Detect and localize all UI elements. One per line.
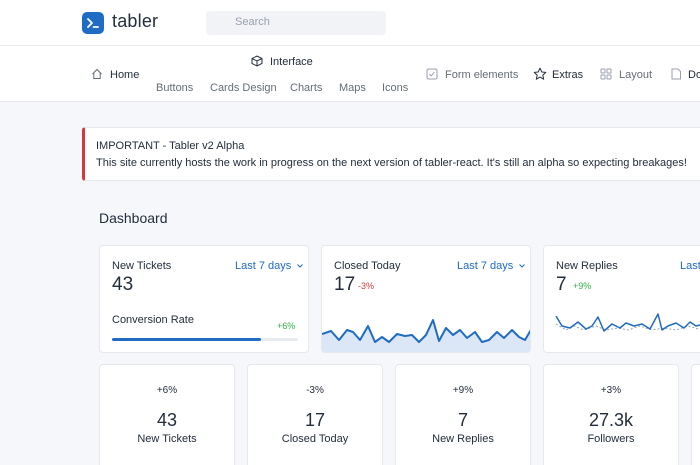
search-placeholder: Search (235, 16, 270, 28)
period-dropdown[interactable]: Last 7 days (235, 260, 304, 272)
stat-value: 43 (112, 274, 134, 295)
nav-sub-cards-design[interactable]: Cards Design (210, 82, 277, 94)
new-replies-sparkline (555, 313, 700, 332)
progress-delta: +6% (277, 321, 296, 331)
mini-card-new-tickets: +6% 43 New Tickets (99, 364, 235, 465)
mini-value: 17 (304, 410, 326, 430)
stat-card-new-replies: New Replies Last 7 +9% (543, 245, 700, 353)
alpha-alert: IMPORTANT - Tabler v2 Alpha This site cu… (82, 127, 700, 181)
stat-value: 17 (334, 274, 356, 295)
conversion-progress (112, 338, 298, 341)
mini-delta: +6% (156, 385, 178, 396)
stat-card-new-tickets: New Tickets Last 7 days 43 Conversion Ra… (99, 245, 309, 353)
period-label: Last 7 days (457, 260, 514, 272)
nav-form-elements[interactable]: Form elements (445, 69, 519, 81)
nav-interface[interactable]: Interface (270, 56, 313, 68)
mini-label: New Replies (432, 433, 494, 445)
top-header: tabler Search (0, 0, 700, 46)
mini-label: Closed Today (281, 433, 349, 445)
period-label: Last 7 days (235, 260, 292, 272)
nav-docs[interactable]: Do (688, 69, 700, 81)
mini-delta: -3% (306, 385, 324, 396)
layout-grid-icon (600, 68, 612, 80)
stat-delta: -3% (358, 281, 375, 291)
nav-sub-buttons[interactable]: Buttons (156, 82, 194, 94)
mini-delta: +3% (600, 385, 622, 396)
chevron-down-icon (297, 264, 304, 268)
star-icon (533, 67, 547, 80)
home-icon (92, 68, 102, 79)
nav-sub-icons[interactable]: Icons (382, 82, 409, 94)
stat-label: New Tickets (112, 260, 172, 272)
main-nav: Home Interface Buttons Cards Design Char… (0, 46, 700, 102)
mini-value: 43 (156, 410, 178, 430)
alert-title: IMPORTANT - Tabler v2 Alpha (96, 140, 245, 152)
terminal-icon[interactable] (82, 12, 104, 34)
checkbox-icon (426, 68, 438, 80)
nav-layout[interactable]: Layout (619, 69, 653, 81)
period-dropdown[interactable]: Last (680, 260, 700, 272)
period-dropdown[interactable]: Last 7 days (457, 260, 526, 272)
mini-card-closed-today: -3% 17 Closed Today (247, 364, 383, 465)
closed-today-sparkline (322, 319, 530, 352)
page-title: Dashboard (99, 210, 168, 226)
mini-delta: +9% (452, 385, 474, 396)
stat-value: 7 (556, 274, 567, 295)
mini-card-new-replies: +9% 7 New Replies (395, 364, 531, 465)
nav-extras[interactable]: Extras (552, 69, 584, 81)
nav-sub-charts[interactable]: Charts (290, 82, 323, 94)
alert-text: This site currently hosts the work in pr… (96, 157, 687, 169)
progress-fill (112, 338, 261, 341)
chevron-down-icon (519, 264, 526, 268)
mini-value: 7 (457, 410, 468, 430)
mini-card-partial (691, 364, 700, 465)
file-icon (671, 68, 681, 80)
mini-label: Followers (587, 433, 635, 445)
mini-value: 27.3k (588, 410, 634, 430)
stat-delta: +9% (573, 281, 592, 291)
mini-label: New Tickets (137, 433, 197, 445)
nav-home[interactable]: Home (110, 69, 140, 81)
brand-name[interactable]: tabler (112, 11, 159, 31)
stat-label: New Replies (556, 260, 618, 272)
nav-sub-maps[interactable]: Maps (339, 82, 366, 94)
search-input[interactable]: Search (206, 11, 386, 35)
mini-card-followers: +3% 27.3k Followers (543, 364, 679, 465)
progress-label: Conversion Rate (112, 314, 194, 326)
stat-card-closed-today: Closed Today Last 7 days 17 -3% (321, 245, 531, 353)
package-icon (251, 55, 263, 67)
stat-label: Closed Today (334, 260, 401, 272)
